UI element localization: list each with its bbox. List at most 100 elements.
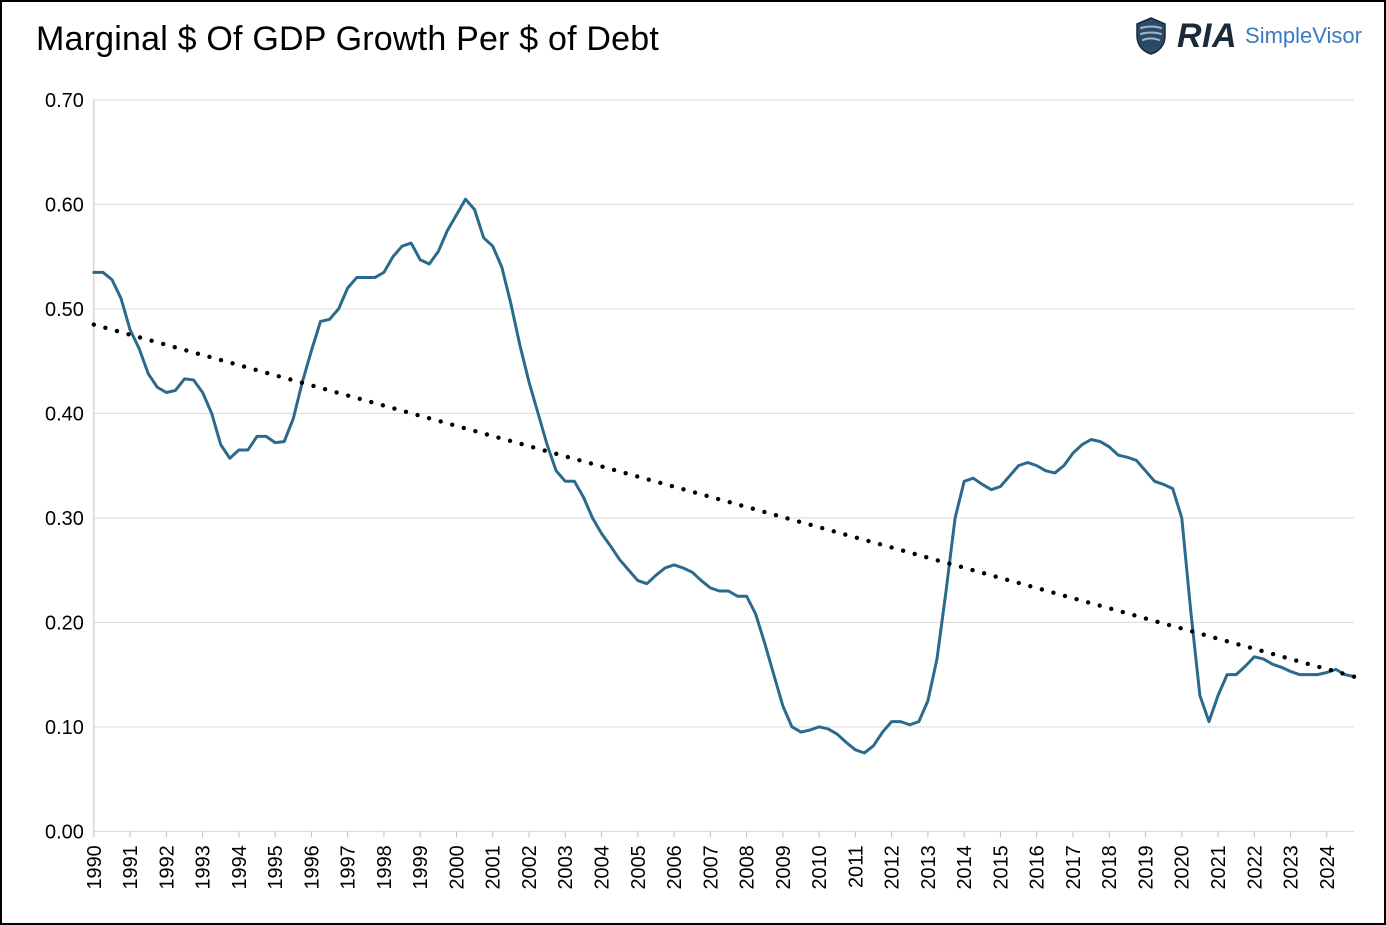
trend-dot — [1317, 665, 1321, 669]
trend-dot — [970, 568, 974, 572]
trend-dot — [1144, 616, 1148, 620]
trend-dot — [866, 539, 870, 543]
trend-dot — [1121, 610, 1125, 614]
line-chart: 0.000.100.200.300.400.500.600.7019901991… — [36, 82, 1362, 901]
shield-icon — [1133, 16, 1169, 56]
trend-dot — [554, 452, 558, 456]
y-tick-label: 0.10 — [45, 717, 84, 739]
trend-dot — [1132, 613, 1136, 617]
x-tick-label: 1998 — [374, 845, 396, 889]
x-tick-label: 1995 — [265, 845, 287, 889]
trend-dot — [358, 397, 362, 401]
x-tick-label: 2024 — [1317, 845, 1339, 889]
trend-dot — [681, 487, 685, 491]
trend-dot — [392, 406, 396, 410]
trend-dot — [265, 371, 269, 375]
trend-dot — [959, 565, 963, 569]
trend-dot — [889, 545, 893, 549]
trend-dot — [600, 465, 604, 469]
trend-dot — [149, 339, 153, 343]
trend-dot — [300, 381, 304, 385]
trend-dot — [1040, 587, 1044, 591]
trend-dot — [473, 429, 477, 433]
x-tick-label: 2009 — [773, 845, 795, 889]
trend-dot — [496, 435, 500, 439]
x-tick-label: 1996 — [301, 845, 323, 889]
chart-title: Marginal $ Of GDP Growth Per $ of Debt — [36, 20, 659, 59]
trend-dot — [739, 503, 743, 507]
x-tick-label: 2020 — [1172, 845, 1194, 889]
x-tick-label: 2012 — [882, 845, 904, 889]
trend-dot — [1005, 578, 1009, 582]
trend-dot — [92, 322, 96, 326]
trend-dot — [508, 439, 512, 443]
y-tick-label: 0.40 — [45, 403, 84, 425]
trend-dot — [762, 510, 766, 514]
trend-dot — [1017, 581, 1021, 585]
x-tick-label: 2022 — [1244, 845, 1266, 889]
trend-dot — [1352, 675, 1356, 679]
x-tick-label: 2001 — [483, 845, 505, 889]
x-tick-label: 2011 — [845, 845, 867, 888]
x-tick-label: 2006 — [664, 845, 686, 889]
trend-dot — [566, 455, 570, 459]
trend-dot — [1178, 626, 1182, 630]
y-tick-label: 0.00 — [45, 821, 84, 843]
chart-frame: Marginal $ Of GDP Growth Per $ of Debt R… — [0, 0, 1386, 925]
trend-dot — [1051, 591, 1055, 595]
trend-dot — [173, 345, 177, 349]
x-tick-label: 2021 — [1208, 845, 1230, 889]
trend-dot — [1329, 668, 1333, 672]
trend-dot — [103, 326, 107, 330]
trend-dot — [1259, 649, 1263, 653]
trend-dot — [820, 526, 824, 530]
trend-dot — [658, 481, 662, 485]
trend-dot — [704, 494, 708, 498]
trend-dot — [230, 361, 234, 365]
trend-dot — [219, 358, 223, 362]
trend-dot — [184, 348, 188, 352]
trend-dot — [1109, 607, 1113, 611]
trend-dot — [161, 342, 165, 346]
trend-dot — [1213, 636, 1217, 640]
x-tick-label: 1993 — [193, 845, 215, 889]
trend-dot — [1190, 629, 1194, 633]
trend-dot — [1225, 639, 1229, 643]
x-tick-label: 1999 — [410, 845, 432, 889]
trend-dot — [993, 574, 997, 578]
y-tick-label: 0.50 — [45, 299, 84, 321]
x-tick-label: 2008 — [737, 845, 759, 889]
x-tick-label: 2014 — [954, 845, 976, 889]
trend-dot — [1306, 662, 1310, 666]
x-tick-label: 2013 — [918, 845, 940, 889]
trend-dot — [1282, 655, 1286, 659]
trend-dot — [334, 390, 338, 394]
trend-dot — [138, 335, 142, 339]
trend-dot — [207, 355, 211, 359]
x-tick-label: 2007 — [700, 845, 722, 889]
trend-dot — [843, 532, 847, 536]
trend-dot — [381, 403, 385, 407]
trend-dot — [1294, 658, 1298, 662]
trend-dot — [1271, 652, 1275, 656]
trend-dot — [288, 377, 292, 381]
trend-dot — [982, 571, 986, 575]
trend-dot — [404, 410, 408, 414]
trend-dot — [126, 332, 130, 336]
trend-dot — [1167, 623, 1171, 627]
trend-dot — [623, 471, 627, 475]
trend-dot — [878, 542, 882, 546]
branding-logo: RIA SimpleVisor — [1133, 16, 1362, 56]
trend-dot — [901, 549, 905, 553]
trend-dot — [1248, 645, 1252, 649]
x-tick-label: 1994 — [229, 845, 251, 889]
x-tick-label: 1991 — [120, 845, 142, 889]
trend-dot — [1202, 633, 1206, 637]
trend-dot — [785, 516, 789, 520]
trend-dot — [855, 536, 859, 540]
trend-dot — [924, 555, 928, 559]
trend-dot — [1086, 600, 1090, 604]
chart-area: 0.000.100.200.300.400.500.600.7019901991… — [36, 82, 1362, 901]
trend-dot — [277, 374, 281, 378]
trend-dot — [485, 432, 489, 436]
